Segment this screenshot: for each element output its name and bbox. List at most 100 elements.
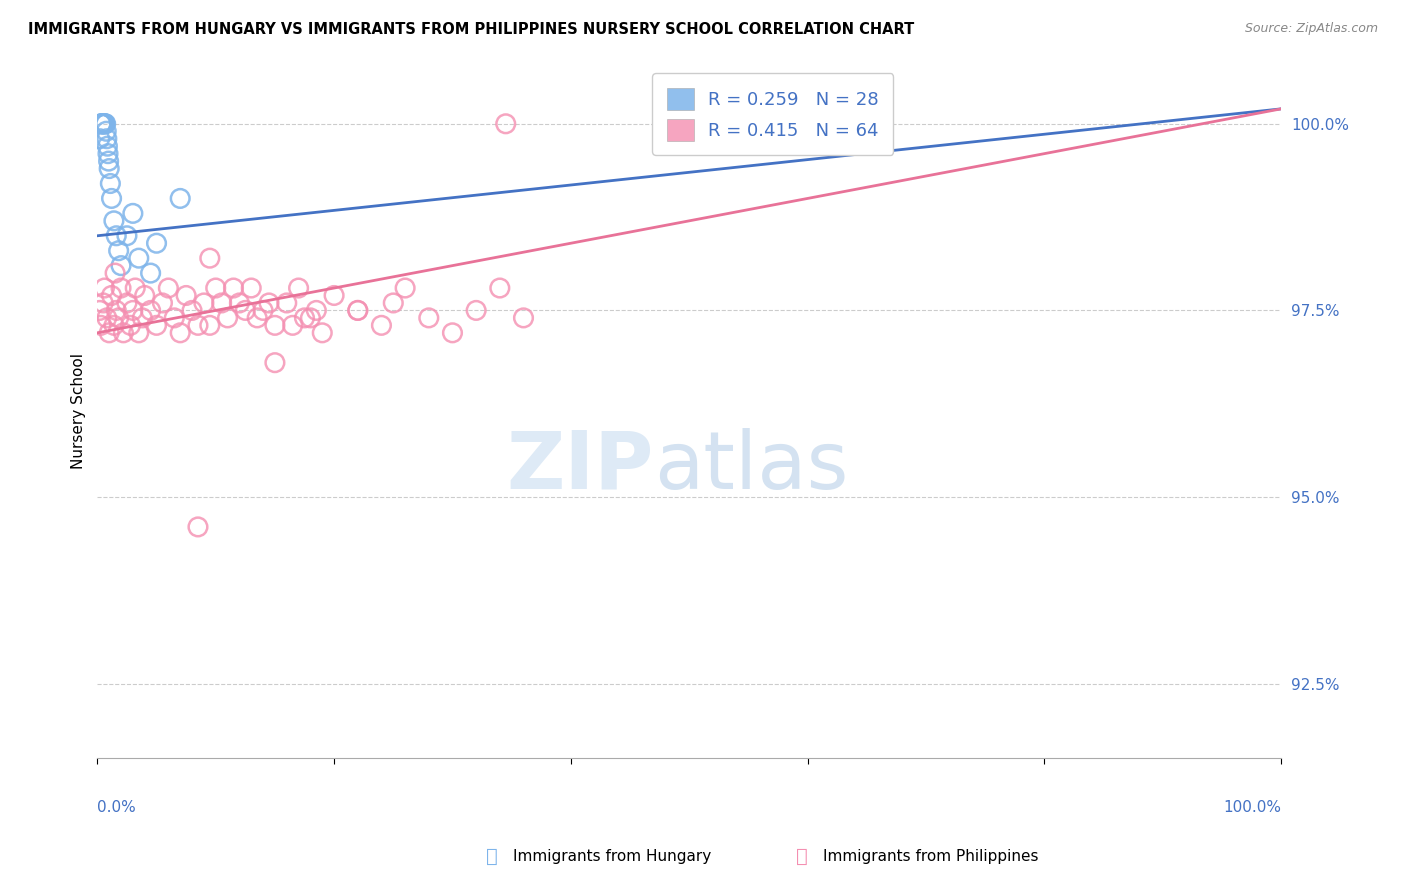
Text: Immigrants from Philippines: Immigrants from Philippines	[823, 849, 1038, 863]
Point	[287, 281, 309, 295]
Point	[100, 191, 122, 205]
Point	[97, 146, 120, 161]
Point	[124, 281, 146, 295]
Point	[394, 281, 416, 295]
Point	[294, 310, 316, 325]
Point	[264, 318, 287, 333]
Point	[139, 303, 162, 318]
Point	[512, 310, 534, 325]
Point	[157, 281, 180, 295]
Point	[193, 296, 215, 310]
Point	[198, 318, 221, 333]
Point	[174, 288, 197, 302]
Point	[222, 281, 245, 295]
Point	[264, 356, 287, 370]
Point	[169, 191, 191, 205]
Point	[441, 326, 464, 340]
Text: ⬛: ⬛	[796, 847, 807, 866]
Point	[299, 310, 322, 325]
Point	[91, 296, 114, 310]
Text: IMMIGRANTS FROM HUNGARY VS IMMIGRANTS FROM PHILIPPINES NURSERY SCHOOL CORRELATIO: IMMIGRANTS FROM HUNGARY VS IMMIGRANTS FR…	[28, 22, 914, 37]
Point	[103, 214, 125, 228]
Point	[98, 326, 121, 340]
Point	[94, 117, 117, 131]
Point	[107, 310, 129, 325]
Point	[91, 117, 114, 131]
Point	[94, 117, 117, 131]
Point	[121, 303, 143, 318]
Point	[128, 326, 150, 340]
Point	[246, 310, 269, 325]
Point	[105, 303, 128, 318]
Point	[131, 310, 153, 325]
Point	[139, 266, 162, 280]
Point	[121, 206, 143, 220]
Point	[103, 318, 125, 333]
Point	[418, 310, 440, 325]
Point	[488, 281, 510, 295]
Point	[323, 288, 346, 302]
Point	[204, 281, 226, 295]
Point	[198, 251, 221, 265]
Point	[240, 281, 263, 295]
Point	[115, 296, 138, 310]
Point	[169, 326, 191, 340]
Point	[89, 132, 111, 146]
Point	[100, 288, 122, 302]
Text: 100.0%: 100.0%	[1223, 800, 1281, 815]
Text: ZIP: ZIP	[506, 428, 654, 506]
Point	[115, 228, 138, 243]
Point	[305, 303, 328, 318]
Point	[110, 259, 132, 273]
Point	[93, 281, 115, 295]
Point	[495, 117, 517, 131]
Point	[346, 303, 368, 318]
Point	[257, 296, 280, 310]
Point	[91, 117, 114, 131]
Point	[181, 303, 204, 318]
Point	[163, 310, 186, 325]
Text: Immigrants from Hungary: Immigrants from Hungary	[513, 849, 711, 863]
Point	[110, 281, 132, 295]
Point	[128, 251, 150, 265]
Legend: R = 0.259   N = 28, R = 0.415   N = 64: R = 0.259 N = 28, R = 0.415 N = 64	[652, 73, 893, 155]
Point	[93, 117, 115, 131]
Point	[187, 520, 209, 534]
Point	[91, 117, 114, 131]
Point	[89, 303, 111, 318]
Point	[96, 124, 118, 138]
Point	[187, 318, 209, 333]
Point	[281, 318, 304, 333]
Point	[107, 244, 129, 258]
Y-axis label: Nursery School: Nursery School	[72, 353, 86, 469]
Point	[228, 296, 250, 310]
Text: Source: ZipAtlas.com: Source: ZipAtlas.com	[1244, 22, 1378, 36]
Point	[112, 326, 135, 340]
Point	[370, 318, 392, 333]
Point	[382, 296, 405, 310]
Point	[252, 303, 274, 318]
Point	[90, 318, 112, 333]
Point	[97, 154, 120, 169]
Point	[346, 303, 368, 318]
Point	[120, 318, 142, 333]
Point	[152, 296, 174, 310]
Point	[217, 310, 239, 325]
Point	[465, 303, 488, 318]
Point	[145, 318, 167, 333]
Point	[145, 236, 167, 251]
Point	[100, 177, 122, 191]
Text: ⬛: ⬛	[486, 847, 498, 866]
Point	[276, 296, 298, 310]
Point	[311, 326, 333, 340]
Point	[96, 310, 118, 325]
Text: 0.0%: 0.0%	[97, 800, 136, 815]
Point	[93, 117, 115, 131]
Point	[134, 288, 156, 302]
Point	[96, 139, 118, 153]
Point	[98, 161, 121, 176]
Point	[104, 266, 127, 280]
Point	[96, 132, 118, 146]
Point	[211, 296, 233, 310]
Point	[105, 228, 128, 243]
